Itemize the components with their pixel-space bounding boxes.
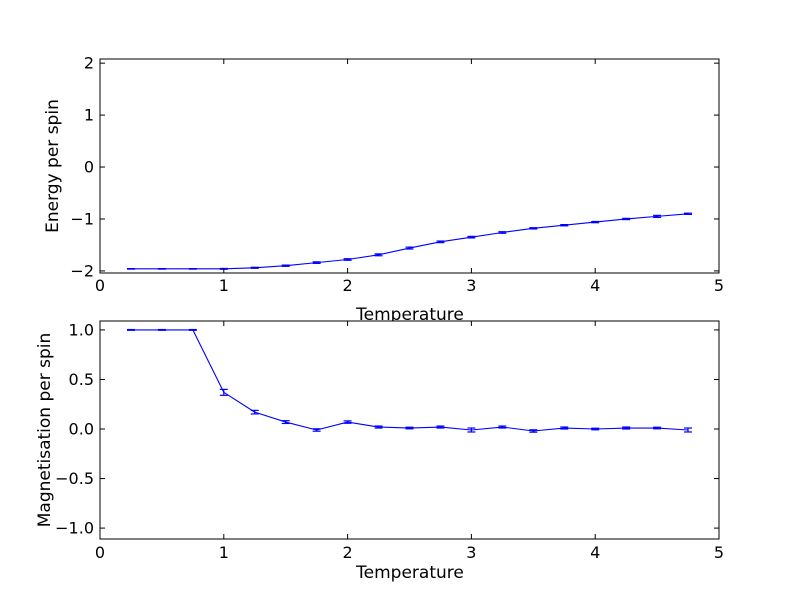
axes-spines [99, 58, 720, 274]
data-line [130, 329, 689, 432]
y-tick-label: 1 [84, 106, 94, 125]
magnetisation-ylabel: Magnetisation per spin [35, 333, 55, 528]
x-tick-label: 5 [714, 543, 724, 562]
y-tick-label: −1.0 [55, 519, 94, 538]
energy-xlabel: Temperature [355, 305, 464, 325]
magnetisation-subplot: 0 1 2 3 4 5 1.0 0.5 0.0 −0.5 −1.0 [55, 320, 724, 562]
magnetisation-xlabel: Temperature [355, 563, 464, 583]
x-tick-label: 3 [466, 276, 476, 295]
x-tick-label: 1 [219, 276, 229, 295]
x-tick-label: 5 [714, 276, 724, 295]
x-tick-label: 4 [590, 543, 600, 562]
x-tick-label: 2 [343, 543, 353, 562]
y-tick-label: 2 [84, 54, 94, 73]
plot-background [100, 59, 719, 273]
y-tick-label: −2 [70, 261, 94, 280]
y-tick-label: −1 [70, 209, 94, 228]
plot-background [100, 321, 719, 539]
x-tick-label: 1 [219, 543, 229, 562]
y-tick-label: 0 [84, 158, 94, 177]
x-tick-label: 0 [95, 276, 105, 295]
x-tick-label: 4 [590, 276, 600, 295]
x-tick-label: 3 [466, 543, 476, 562]
x-tick-label: 2 [343, 276, 353, 295]
energy-ylabel: Energy per spin [43, 99, 63, 233]
y-tick-label: −0.5 [55, 469, 94, 488]
y-tick-label: 0.5 [69, 370, 94, 389]
y-tick-label: 0.0 [69, 420, 94, 439]
x-tick-label: 0 [95, 543, 105, 562]
axes-spines [99, 320, 720, 540]
energy-subplot: 0 1 2 3 4 5 2 1 0 −1 −2 [70, 54, 724, 295]
y-tick-label: 1.0 [69, 320, 94, 339]
